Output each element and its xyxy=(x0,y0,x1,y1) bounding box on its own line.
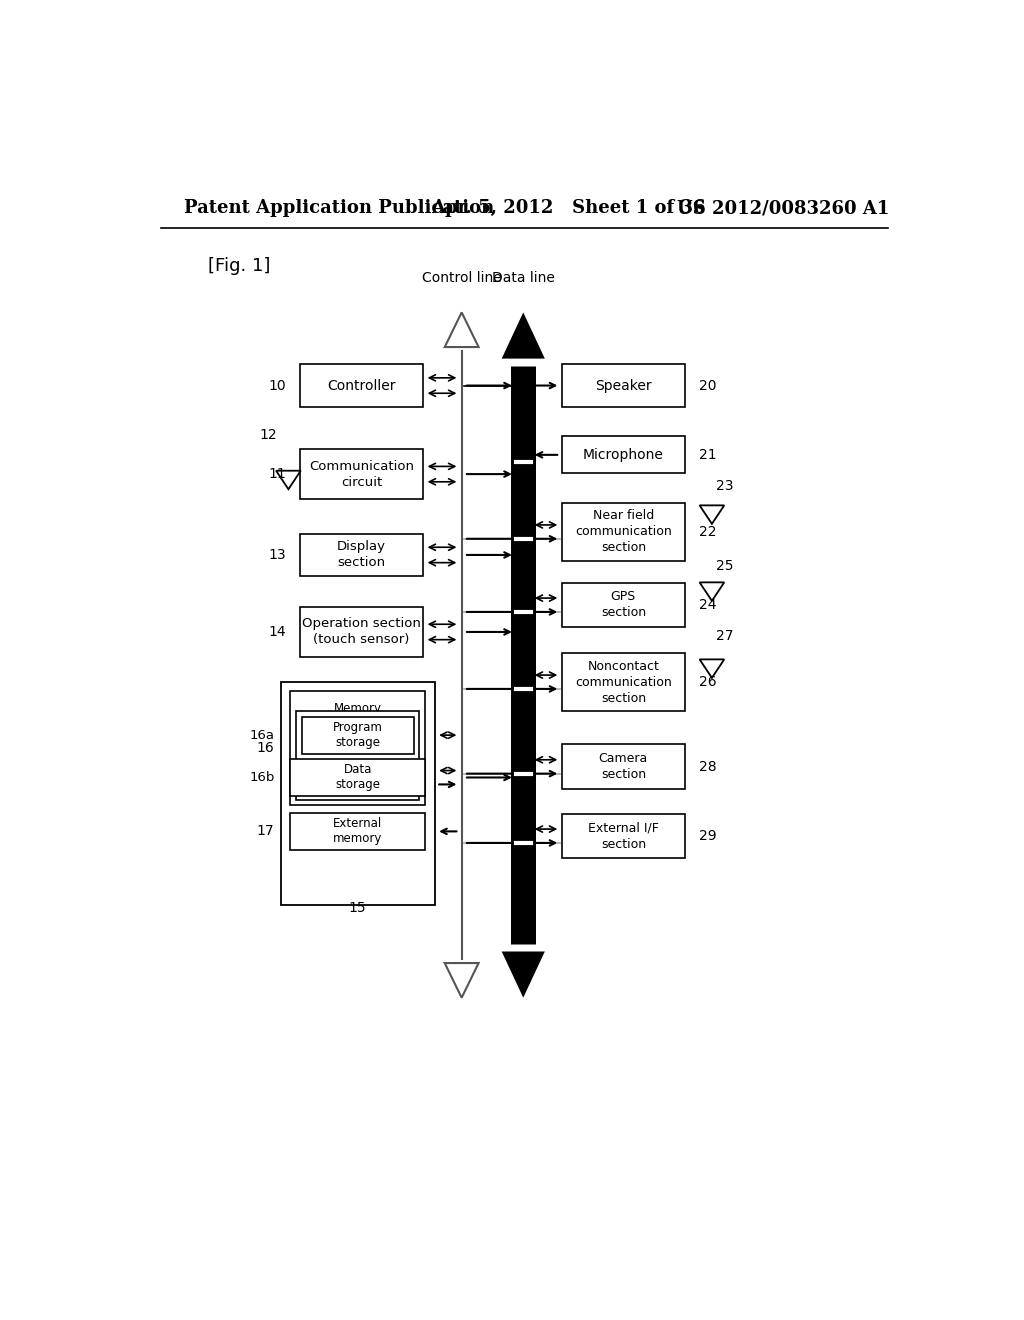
Text: Near field
communication
section: Near field communication section xyxy=(575,510,672,554)
Text: Speaker: Speaker xyxy=(595,379,651,392)
Text: 16b: 16b xyxy=(249,771,274,784)
Text: Apr. 5, 2012   Sheet 1 of 36: Apr. 5, 2012 Sheet 1 of 36 xyxy=(431,199,706,218)
Bar xyxy=(562,813,685,858)
Bar xyxy=(562,437,685,474)
Text: Program
storage: Program storage xyxy=(333,721,383,750)
Text: 27: 27 xyxy=(716,630,733,643)
Text: 22: 22 xyxy=(698,525,717,539)
Polygon shape xyxy=(502,313,545,359)
Bar xyxy=(562,582,685,627)
Text: 23: 23 xyxy=(716,479,733,494)
Bar xyxy=(296,711,419,800)
Text: 25: 25 xyxy=(716,558,733,573)
Text: 28: 28 xyxy=(698,760,717,774)
Text: Patent Application Publication: Patent Application Publication xyxy=(184,199,495,218)
Text: Display
section: Display section xyxy=(337,540,386,569)
Text: Microphone: Microphone xyxy=(583,447,664,462)
Bar xyxy=(281,682,435,906)
Bar xyxy=(562,744,685,789)
Text: 21: 21 xyxy=(698,447,717,462)
Text: Communication
circuit: Communication circuit xyxy=(309,459,414,488)
Bar xyxy=(562,653,685,711)
Text: 13: 13 xyxy=(268,548,286,562)
Text: 17: 17 xyxy=(257,825,274,838)
Text: 20: 20 xyxy=(698,379,717,392)
Text: Memory
section: Memory section xyxy=(334,702,382,730)
Text: Camera
section: Camera section xyxy=(599,752,648,781)
Text: 24: 24 xyxy=(698,598,717,612)
Bar xyxy=(300,449,423,499)
Bar xyxy=(290,692,425,805)
Text: 16a: 16a xyxy=(250,729,274,742)
Bar xyxy=(300,607,423,657)
Text: US 2012/0083260 A1: US 2012/0083260 A1 xyxy=(677,199,890,218)
Text: Operation section
(touch sensor): Operation section (touch sensor) xyxy=(302,618,421,647)
Text: 26: 26 xyxy=(698,675,717,689)
Text: 11: 11 xyxy=(268,467,286,480)
Text: Data line: Data line xyxy=(492,272,555,285)
Text: Controller: Controller xyxy=(328,379,396,392)
Bar xyxy=(301,717,414,754)
Text: Built-in
memory: Built-in memory xyxy=(333,718,382,746)
Text: Data
storage: Data storage xyxy=(335,763,380,792)
Text: 15: 15 xyxy=(349,900,367,915)
Text: External I/F
section: External I/F section xyxy=(588,821,658,850)
Bar xyxy=(290,813,425,850)
Text: 16: 16 xyxy=(257,742,274,755)
Bar xyxy=(290,759,425,796)
Polygon shape xyxy=(502,952,545,998)
Text: 29: 29 xyxy=(698,829,717,843)
Text: 14: 14 xyxy=(268,624,286,639)
Text: 12: 12 xyxy=(259,428,276,442)
Bar xyxy=(562,503,685,561)
Text: GPS
section: GPS section xyxy=(601,590,646,619)
Text: Noncontact
communication
section: Noncontact communication section xyxy=(575,660,672,705)
Text: 10: 10 xyxy=(268,379,286,392)
Text: [Fig. 1]: [Fig. 1] xyxy=(208,257,270,275)
Bar xyxy=(562,364,685,407)
Bar xyxy=(300,533,423,576)
Text: Control line: Control line xyxy=(422,272,502,285)
Text: External
memory: External memory xyxy=(333,817,382,845)
Bar xyxy=(300,364,423,407)
